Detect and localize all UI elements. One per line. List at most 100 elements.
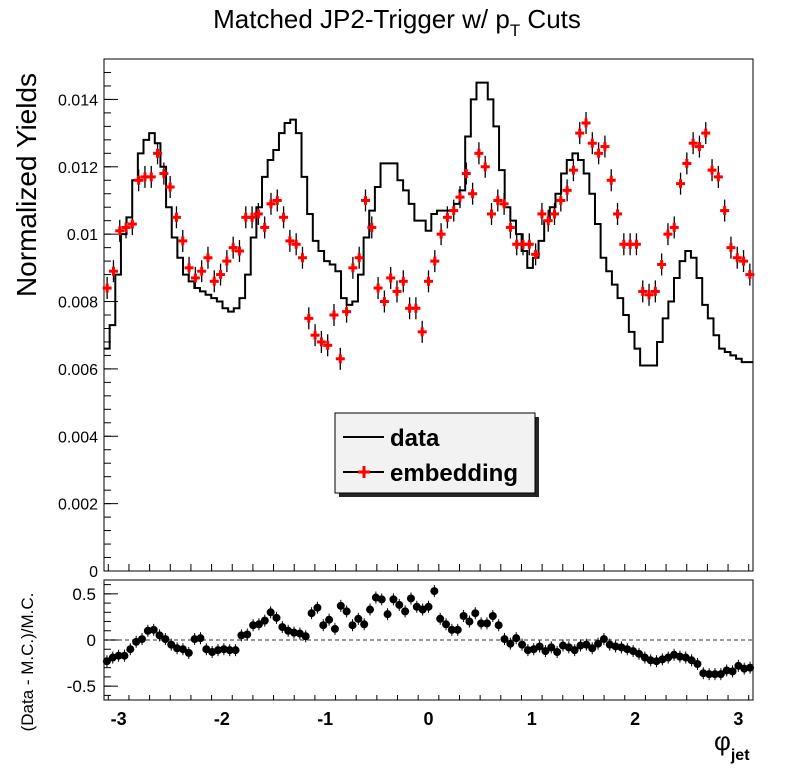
ratio-point (570, 644, 579, 657)
ratio-point (494, 619, 503, 632)
embedding-point (360, 189, 370, 212)
embedding-point (613, 202, 623, 225)
ratio-point (442, 618, 451, 631)
embedding-point (650, 280, 660, 303)
embedding-point (297, 246, 307, 269)
ratio-point (325, 613, 334, 626)
embedding-point (745, 263, 755, 286)
ratio-point (196, 632, 205, 645)
ratio-point (588, 642, 597, 655)
x-tick-label: -2 (214, 709, 230, 729)
embedding-point (335, 347, 345, 370)
ratio-point (231, 644, 240, 657)
ratio-points-group (102, 585, 755, 681)
upper-x-axis-ticks (107, 564, 750, 571)
embedding-point (115, 219, 125, 242)
ratio-point (272, 611, 281, 624)
ratio-point (178, 643, 187, 656)
ratio-point (459, 610, 468, 622)
embedding-point (228, 236, 238, 259)
embedding-point (153, 142, 163, 165)
embedding-point (171, 206, 181, 229)
embedding-point (348, 256, 358, 279)
ratio-point (114, 649, 123, 662)
x-tick-label: -3 (111, 709, 127, 729)
lower-y-tick-label: 0 (87, 631, 96, 650)
ratio-point (401, 605, 410, 618)
x-tick-label: 3 (733, 709, 743, 729)
ratio-point (138, 633, 147, 646)
embedding-point (505, 216, 515, 239)
ratio-point (465, 615, 474, 628)
embedding-point (537, 202, 547, 225)
ratio-point (319, 619, 328, 632)
ratio-point (535, 640, 544, 653)
embedding-point (694, 135, 704, 158)
ratio-point (184, 646, 193, 659)
ratio-point (687, 654, 696, 667)
ratio-point (383, 608, 392, 621)
upper-y-tick-label: 0.006 (58, 362, 98, 379)
ratio-point (313, 601, 322, 614)
data-histogram-line (104, 81, 753, 367)
embedding-point (531, 243, 541, 266)
embedding-point (669, 216, 679, 239)
ratio-point (582, 638, 591, 651)
embedding-point (304, 307, 314, 330)
embedding-point (594, 142, 604, 165)
embedding-point (197, 260, 207, 283)
embedding-point (524, 233, 534, 256)
embedding-point (720, 199, 730, 222)
ratio-point (553, 646, 562, 658)
embedding-point (676, 172, 686, 195)
ratio-point (254, 618, 263, 631)
ratio-point (594, 637, 603, 650)
upper-y-tick-label: 0.012 (58, 160, 98, 177)
embedding-point (499, 192, 509, 215)
ratio-point (377, 593, 386, 606)
embedding-point (631, 233, 641, 256)
embedding-point (285, 229, 295, 252)
ratio-point (120, 649, 129, 662)
legend-embedding-swatch (343, 466, 384, 478)
embedding-point (165, 176, 175, 198)
ratio-point (354, 612, 363, 625)
embedding-point (342, 300, 352, 323)
ratio-point (126, 643, 135, 656)
embedding-point (398, 270, 408, 293)
embedding-point (474, 142, 484, 165)
ratio-point (389, 593, 398, 606)
embedding-point (279, 206, 289, 229)
ratio-point (634, 647, 643, 660)
upper-y-axis: 0 0.002 0.004 0.006 0.008 0.01 0.012 0.014 (58, 58, 118, 581)
x-tick-label: 1 (527, 709, 537, 729)
embedding-point (159, 162, 169, 185)
embedding-point (411, 297, 421, 320)
ratio-point (149, 623, 158, 636)
embedding-point (430, 250, 440, 273)
chart-title: Matched JP2-Trigger w/ pT Cuts (213, 4, 581, 40)
embedding-point (701, 122, 711, 145)
ratio-point (360, 618, 369, 631)
embedding-point (209, 270, 219, 293)
ratio-point (436, 612, 445, 625)
embedding-point (134, 169, 144, 192)
embedding-point (550, 202, 560, 225)
ratio-point (243, 628, 252, 641)
embedding-point (461, 162, 471, 185)
embedding-point (417, 320, 427, 343)
upper-y-tick-label: 0.002 (58, 497, 98, 514)
ratio-point (710, 668, 719, 681)
ratio-point (547, 641, 556, 654)
ratio-point (430, 585, 439, 598)
x-axis-label: φjet (714, 726, 750, 764)
embedding-point (222, 250, 232, 273)
ratio-point (512, 632, 521, 645)
upper-y-axis-label: Normalized Yields (11, 73, 42, 297)
embedding-point (726, 236, 736, 259)
embedding-point (587, 132, 597, 155)
ratio-point (705, 668, 714, 681)
embedding-point (707, 159, 717, 182)
ratio-point (599, 633, 608, 646)
ratio-point (541, 645, 550, 658)
